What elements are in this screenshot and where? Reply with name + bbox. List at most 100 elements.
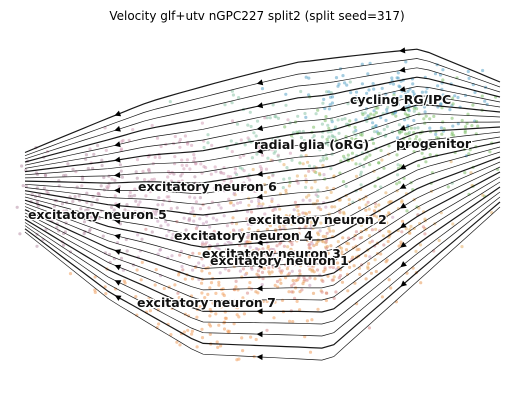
scatter-point [322,257,326,261]
scatter-point [232,229,236,234]
scatter-point [250,156,254,160]
scatter-point [325,291,329,295]
scatter-point [71,167,75,171]
streamline-arrow [400,280,407,287]
scatter-point [323,119,327,123]
scatter-point [318,253,322,257]
scatter-point [346,236,351,240]
scatter-point [279,271,283,275]
scatter-point [117,185,121,189]
scatter-point [195,184,199,188]
scatter-point [359,173,363,177]
scatter-point [340,250,344,254]
scatter-point [330,138,334,142]
streamline [24,171,501,280]
scatter-point [304,236,308,240]
scatter-point [471,103,475,107]
scatter-point [35,172,40,176]
scatter-point [206,133,210,137]
scatter-point [283,125,287,129]
scatter-point [379,148,383,153]
scatter-point [255,119,260,123]
scatter-point [214,258,218,262]
scatter-point [158,155,162,160]
scatter-point [330,118,334,122]
scatter-point [198,305,202,309]
scatter-point [256,269,260,273]
scatter-point [304,153,308,158]
scatter-point [197,187,201,191]
scatter-point [234,285,238,289]
streamline-arrow [114,172,121,178]
scatter-point [164,186,168,190]
scatter-point [441,120,445,124]
scatter-point [136,233,140,237]
scatter-point [350,137,354,141]
scatter-point [324,234,328,239]
scatter-point [343,81,347,85]
scatter-point [267,257,272,261]
scatter-point [271,174,275,178]
scatter-point [276,256,280,260]
scatter-point [279,281,283,285]
scatter-point [268,116,272,120]
scatter-point [162,211,166,215]
scatter-point [366,200,370,204]
scatter-point [320,122,324,126]
scatter-point [207,247,211,251]
scatter-point [338,171,342,175]
scatter-point [154,209,159,213]
scatter-point [427,99,431,103]
scatter-point [284,188,288,192]
scatter-point [140,237,144,241]
scatter-point [298,269,302,273]
scatter-point [257,199,261,203]
scatter-point [372,109,376,113]
scatter-point [261,202,265,206]
scatter-point [180,264,184,269]
scatter-point [175,340,179,344]
scatter-point [237,315,241,319]
cluster-labels: cycling RG/IPC radial glia (oRG) progenito… [27,91,473,311]
scatter-point [329,190,333,194]
scatter-point [421,225,425,229]
scatter-point [93,275,97,279]
scatter-point [186,328,190,332]
scatter-point [298,272,302,276]
scatter-point [344,248,349,252]
scatter-point [340,280,345,284]
scatter-point [409,126,413,130]
scatter-point [37,193,42,198]
streamline-arrow [256,171,263,177]
scatter-point [314,112,318,116]
streamline-arrow [256,308,263,315]
scatter-point [384,191,388,195]
streamline-arrow [256,262,263,269]
scatter-point [100,163,104,168]
scatter-point [336,240,340,244]
scatter-point [395,153,399,157]
scatter-point [260,283,264,287]
scatter-point [178,343,182,347]
scatter-point [193,175,197,179]
scatter-point [372,209,377,213]
scatter-point [214,312,218,316]
scatter-point [377,203,381,207]
scatter-point [271,138,275,142]
scatter-point [234,222,239,226]
scatter-point [473,90,477,94]
scatter-point [334,125,338,129]
streamline-arrow [114,233,121,240]
scatter-point [230,150,234,154]
scatter-point [162,286,166,291]
scatter-point [329,244,333,248]
scatter-point [77,194,81,198]
streamline [24,131,501,194]
scatter-point [313,257,318,261]
scatter-point [386,239,390,244]
scatter-point [290,290,294,294]
streamline-arrow [256,125,264,132]
scatter-point [217,323,221,327]
scatter-point [84,157,88,161]
scatter-point [285,166,289,170]
